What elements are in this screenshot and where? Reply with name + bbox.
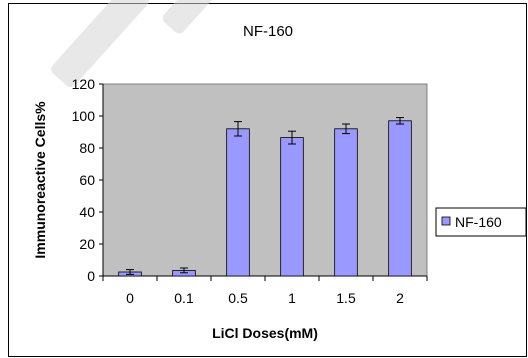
x-tick-label: 0.1	[174, 290, 194, 306]
y-axis-title: Immunoreactive Cells%	[32, 101, 48, 259]
legend-swatch	[441, 216, 451, 226]
bar	[226, 128, 250, 277]
bar	[280, 137, 304, 277]
plot-area	[102, 83, 428, 277]
bar	[388, 120, 412, 277]
legend-label: NF-160	[455, 214, 502, 230]
legend-box	[435, 207, 527, 237]
y-axis: 0 20 40 60 80 100 120	[72, 76, 104, 284]
y-tick-label: 0	[87, 268, 95, 284]
x-tick-label: 1.5	[336, 290, 356, 306]
y-tick-label: 80	[79, 140, 95, 156]
x-tick-label: 0.5	[228, 290, 248, 306]
y-tick-label: 100	[72, 108, 96, 124]
x-axis: 0 0.1 0.5 1 1.5 2	[102, 275, 428, 306]
legend: NF-160	[435, 207, 527, 237]
y-tick-label: 40	[79, 204, 95, 220]
y-tick-label: 120	[72, 76, 96, 92]
y-tick-label: 20	[79, 236, 95, 252]
x-tick-label: 1	[288, 290, 296, 306]
bar	[334, 128, 358, 277]
x-tick-label: 0	[126, 290, 134, 306]
chart-title: NF-160	[243, 23, 293, 40]
x-axis-title: LiCl Doses(mM)	[212, 325, 318, 341]
y-tick-label: 60	[79, 172, 95, 188]
x-tick-label: 2	[396, 290, 404, 306]
error-bars	[126, 117, 404, 275]
bar-series	[118, 120, 412, 277]
